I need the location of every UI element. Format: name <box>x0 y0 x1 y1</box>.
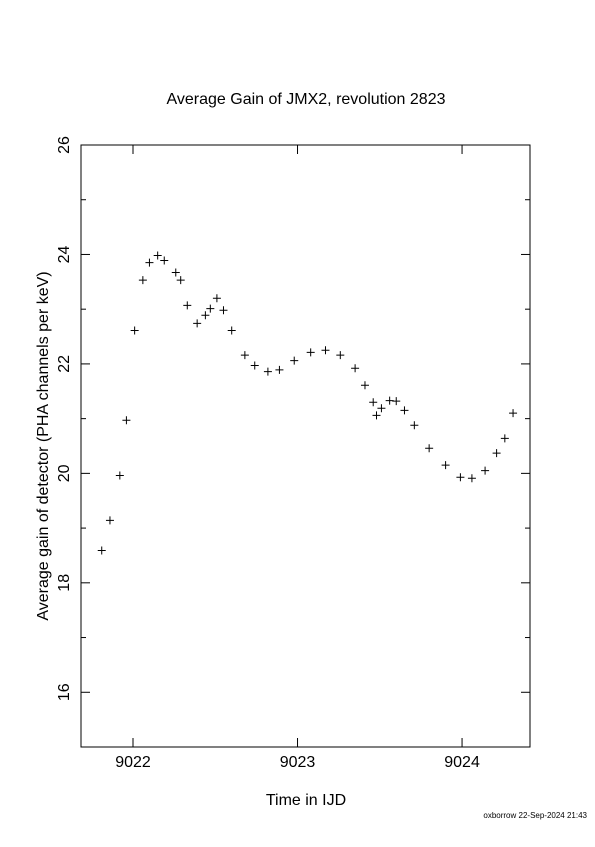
x-tick-label: 9023 <box>280 754 316 771</box>
point <box>201 311 210 320</box>
point <box>263 367 272 376</box>
point <box>290 356 299 365</box>
chart-title: Average Gain of JMX2, revolution 2823 <box>167 91 446 108</box>
point <box>400 406 409 415</box>
x-axis-label: Time in IJD <box>266 792 346 809</box>
y-axis-label: Average gain of detector (PHA channels p… <box>35 271 52 620</box>
point <box>392 397 401 406</box>
point <box>206 304 215 313</box>
point <box>509 409 518 418</box>
point <box>122 416 131 425</box>
x-tick-label: 9024 <box>444 754 480 771</box>
point <box>369 398 378 407</box>
point <box>97 546 106 555</box>
point <box>336 351 345 360</box>
point <box>115 471 124 480</box>
point <box>138 276 147 285</box>
point <box>467 474 476 483</box>
point <box>176 276 185 285</box>
y-tick-label: 20 <box>56 464 73 482</box>
point <box>410 421 419 430</box>
point <box>321 346 330 355</box>
plot-frame <box>80 144 531 748</box>
footer: oxborrow 22-Sep-2024 21:43 <box>483 811 587 820</box>
point <box>145 258 154 267</box>
point <box>219 306 228 315</box>
point <box>306 348 315 357</box>
point <box>183 301 192 310</box>
point <box>212 294 221 303</box>
y-tick-label: 24 <box>56 245 73 263</box>
point <box>425 444 434 453</box>
point <box>160 256 169 265</box>
point <box>351 364 360 373</box>
point <box>130 326 139 335</box>
y-tick-label: 16 <box>56 683 73 701</box>
point <box>377 404 386 413</box>
y-tick-label: 22 <box>56 355 73 373</box>
point <box>193 319 202 328</box>
point <box>171 268 180 277</box>
point <box>227 326 236 335</box>
y-tick-label: 18 <box>56 574 73 592</box>
y-tick-label: 26 <box>56 136 73 154</box>
point <box>240 351 249 360</box>
point <box>105 516 114 525</box>
point <box>275 365 284 374</box>
point <box>360 381 369 390</box>
point <box>250 361 259 370</box>
point <box>456 473 465 482</box>
point <box>492 449 501 458</box>
x-tick-label: 9022 <box>115 754 151 771</box>
point <box>500 434 509 443</box>
point <box>385 396 394 405</box>
point <box>372 411 381 420</box>
point <box>153 251 162 260</box>
point <box>481 466 490 475</box>
point <box>441 461 450 470</box>
